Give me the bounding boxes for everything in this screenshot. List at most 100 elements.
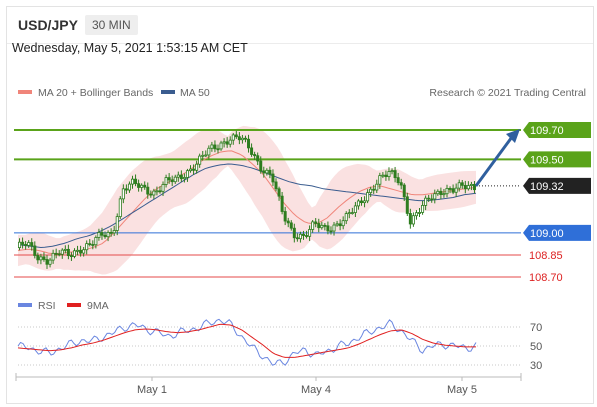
candle-body bbox=[48, 259, 52, 265]
candle-body bbox=[396, 177, 400, 184]
rsi-level-label: 30 bbox=[530, 360, 542, 372]
candle-body bbox=[356, 200, 360, 207]
candle-body bbox=[88, 243, 92, 246]
candle-body bbox=[69, 255, 73, 257]
candle-body bbox=[225, 141, 229, 145]
candle-body bbox=[130, 178, 134, 185]
candle-body bbox=[60, 249, 64, 255]
candles bbox=[18, 130, 476, 269]
candle-body bbox=[332, 224, 336, 232]
candle-body bbox=[341, 220, 345, 227]
candle-body bbox=[292, 227, 296, 239]
candle-body bbox=[76, 249, 80, 252]
candle-body bbox=[161, 184, 165, 192]
candle-body bbox=[109, 232, 113, 234]
candle-body bbox=[94, 237, 98, 246]
candle-body bbox=[173, 176, 177, 183]
candle-body bbox=[24, 244, 28, 246]
candle-body bbox=[250, 147, 254, 155]
rsi-legend-swatch bbox=[18, 303, 32, 307]
candle-body bbox=[30, 242, 34, 247]
candle-body bbox=[45, 259, 49, 265]
rsi-panel: 70 50 30 bbox=[17, 318, 542, 372]
candle-body bbox=[170, 179, 174, 183]
candle-body bbox=[219, 142, 223, 150]
timeframe-badge[interactable]: 30 MIN bbox=[85, 15, 138, 35]
candle-body bbox=[308, 229, 312, 237]
rsi-level-label: 70 bbox=[530, 322, 542, 334]
candle-body bbox=[338, 223, 342, 227]
support-level-label: 108.70 bbox=[529, 272, 563, 284]
candle-body bbox=[195, 163, 199, 171]
candle-body bbox=[207, 147, 211, 156]
candle-body bbox=[134, 178, 138, 185]
ma50-legend-label: MA 50 bbox=[180, 87, 210, 99]
candle-body bbox=[121, 188, 125, 200]
candle-body bbox=[97, 232, 101, 238]
candle-body bbox=[164, 177, 168, 185]
candle-body bbox=[222, 141, 226, 144]
candle-body bbox=[359, 200, 363, 204]
candle-body bbox=[185, 170, 189, 178]
candle-body bbox=[112, 230, 116, 234]
candle-body bbox=[176, 174, 180, 178]
candle-body bbox=[280, 195, 284, 212]
resistance-level-label: 109.70 bbox=[530, 125, 564, 137]
candle-body bbox=[295, 237, 299, 240]
candle-body bbox=[311, 221, 315, 230]
candle-body bbox=[405, 196, 409, 214]
candle-body bbox=[314, 221, 318, 224]
candle-body bbox=[384, 174, 388, 178]
candle-body bbox=[253, 154, 257, 157]
x-axis: May 1 May 4 May 5 bbox=[15, 373, 522, 396]
forecast-arrow bbox=[474, 128, 520, 187]
candle-body bbox=[167, 177, 171, 181]
candle-body bbox=[390, 170, 394, 172]
candle-body bbox=[393, 170, 397, 179]
candle-body bbox=[305, 235, 309, 237]
candle-body bbox=[265, 169, 269, 174]
candle-body bbox=[231, 134, 235, 141]
candle-body bbox=[463, 184, 467, 190]
candle-body bbox=[91, 244, 95, 246]
candle-body bbox=[454, 187, 458, 193]
candle-body bbox=[103, 234, 107, 238]
candle-body bbox=[256, 155, 260, 162]
candle-body bbox=[460, 182, 464, 186]
rsi-ma-legend-label: 9MA bbox=[87, 300, 109, 312]
candle-body bbox=[234, 134, 238, 138]
candle-body bbox=[326, 225, 330, 232]
candle-body bbox=[27, 242, 31, 246]
candle-body bbox=[439, 190, 443, 195]
candle-body bbox=[228, 139, 232, 145]
x-tick-label: May 1 bbox=[137, 384, 167, 396]
candle-body bbox=[198, 155, 202, 165]
candle-body bbox=[286, 220, 290, 224]
candle-body bbox=[66, 248, 70, 256]
current-level-tag bbox=[523, 177, 591, 194]
candle-body bbox=[411, 215, 415, 225]
candle-body bbox=[424, 197, 428, 206]
candle-body bbox=[418, 212, 422, 214]
candle-body bbox=[259, 160, 263, 172]
candle-body bbox=[21, 241, 25, 245]
candle-body bbox=[201, 154, 205, 157]
candle-body bbox=[247, 138, 251, 149]
instrument-label: USD/JPY bbox=[18, 17, 78, 33]
candle-body bbox=[143, 184, 147, 188]
candle-body bbox=[448, 188, 452, 190]
candle-body bbox=[39, 256, 43, 261]
resistance-level-label: 109.50 bbox=[530, 154, 564, 166]
candle-body bbox=[274, 181, 278, 190]
candle-body bbox=[149, 193, 153, 196]
rsi-legend-label: RSI bbox=[38, 300, 56, 312]
candle-body bbox=[57, 253, 61, 256]
candle-body bbox=[421, 205, 425, 213]
candle-body bbox=[414, 212, 418, 217]
ma50-line bbox=[17, 163, 477, 249]
current-level-label: 109.32 bbox=[530, 181, 564, 193]
candle-body bbox=[106, 232, 110, 238]
candle-body bbox=[146, 186, 150, 195]
candle-body bbox=[329, 230, 333, 233]
